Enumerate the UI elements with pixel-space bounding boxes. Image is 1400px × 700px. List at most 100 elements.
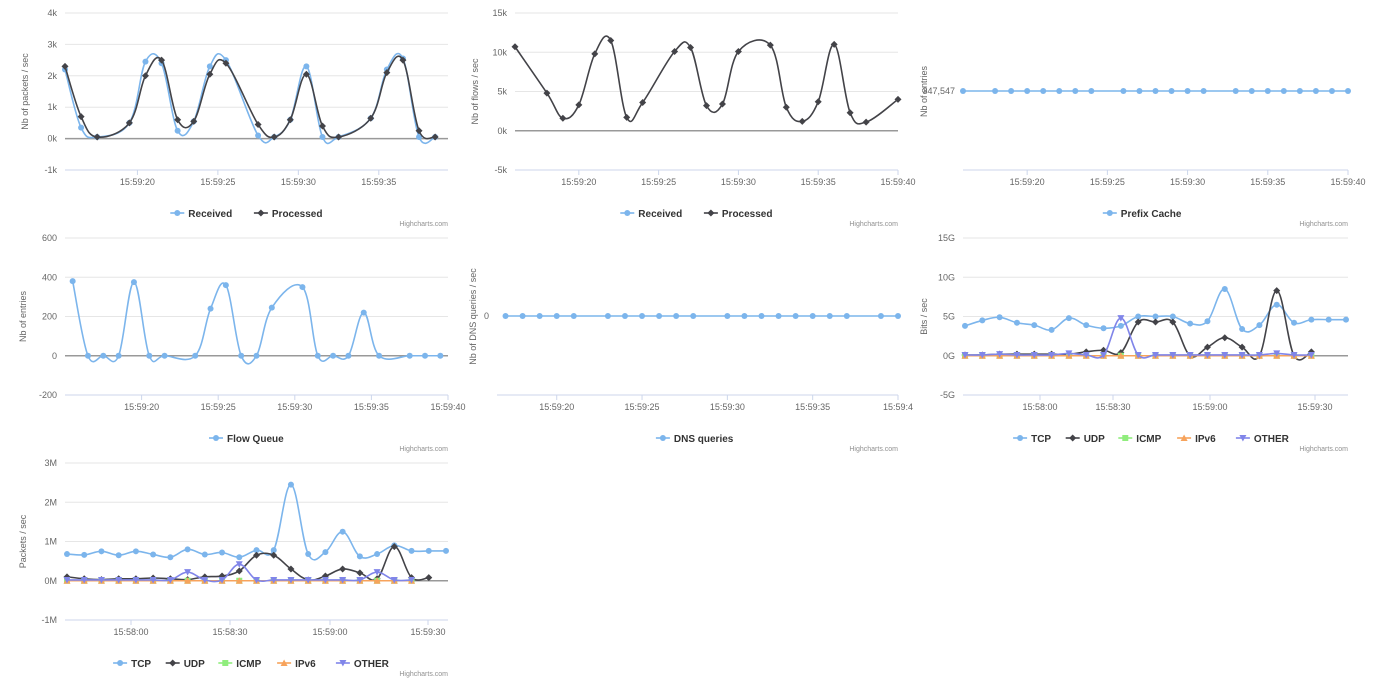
data-point xyxy=(1056,88,1063,94)
x-tick-label: 15:59:40 xyxy=(430,402,465,412)
legend-item-icmp[interactable]: ICMP xyxy=(1118,434,1162,445)
data-point xyxy=(184,577,192,584)
series-line xyxy=(514,35,899,125)
legend-item-ipv6[interactable]: IPv6 xyxy=(1177,434,1216,445)
data-point xyxy=(339,528,346,535)
credits-link[interactable]: Highcharts.com xyxy=(849,446,898,453)
series-other xyxy=(961,315,1315,359)
data-point xyxy=(639,98,647,106)
legend-label: Prefix Cache xyxy=(1121,209,1182,220)
data-point xyxy=(373,577,381,584)
credits-link[interactable]: Highcharts.com xyxy=(1299,446,1348,453)
data-point xyxy=(1184,88,1191,94)
data-point xyxy=(1238,343,1246,351)
data-point xyxy=(345,352,352,359)
data-point xyxy=(192,352,199,359)
legend-item-processed[interactable]: Processed xyxy=(253,209,323,220)
data-point xyxy=(1203,351,1211,359)
x-tick-label: 15:58:30 xyxy=(212,627,247,637)
data-point xyxy=(814,98,822,106)
data-point xyxy=(1048,326,1055,333)
legend-label: ICMP xyxy=(1136,434,1161,445)
data-point xyxy=(1136,88,1143,94)
data-point xyxy=(687,44,695,52)
data-point xyxy=(335,133,343,141)
legend-marker xyxy=(624,210,631,216)
data-point xyxy=(758,313,765,319)
legend-item-icmp[interactable]: ICMP xyxy=(218,659,262,670)
legend-item-tcp[interactable]: TCP xyxy=(113,659,151,670)
data-point xyxy=(299,284,306,291)
legend-marker xyxy=(280,659,288,666)
data-point xyxy=(1255,351,1263,359)
data-point xyxy=(356,569,364,577)
credits-link[interactable]: Highcharts.com xyxy=(399,221,448,228)
data-point xyxy=(141,72,149,80)
data-point xyxy=(1280,88,1287,94)
legend-item-received[interactable]: Received xyxy=(620,209,682,220)
credits-link[interactable]: Highcharts.com xyxy=(849,221,898,228)
data-point xyxy=(115,352,122,359)
data-point xyxy=(766,41,774,49)
data-point xyxy=(149,576,157,584)
data-point xyxy=(978,351,986,359)
y-tick-label: 3M xyxy=(44,458,57,468)
credits-link[interactable]: Highcharts.com xyxy=(399,671,448,678)
legend-item-tcp[interactable]: TCP xyxy=(1013,434,1051,445)
data-point xyxy=(100,352,107,359)
series-dns-queries xyxy=(502,313,901,319)
data-point xyxy=(690,313,697,319)
x-tick-label: 15:59:20 xyxy=(1010,177,1045,187)
series-flow-queue xyxy=(69,278,444,365)
legend-label: OTHER xyxy=(354,659,390,670)
y-tick-label: 1M xyxy=(44,537,57,547)
legend-item-processed[interactable]: Processed xyxy=(703,209,773,220)
data-point xyxy=(830,40,838,48)
data-point xyxy=(1345,88,1351,94)
legend-item-flow-queue[interactable]: Flow Queue xyxy=(209,434,284,445)
y-tick-label: 2k xyxy=(47,71,57,81)
legend-item-udp[interactable]: UDP xyxy=(1065,434,1105,445)
data-point xyxy=(809,313,816,319)
data-point xyxy=(1072,88,1079,94)
data-point xyxy=(1169,318,1177,326)
data-point xyxy=(511,43,519,51)
x-tick-label: 15:59:30 xyxy=(281,177,316,187)
legend-item-other[interactable]: OTHER xyxy=(335,659,390,670)
y-tick-label: 0G xyxy=(943,351,955,361)
y-tick-label: 0k xyxy=(497,126,507,136)
legend-item-other[interactable]: OTHER xyxy=(1235,434,1290,445)
legend-item-ipv6[interactable]: IPv6 xyxy=(277,659,316,670)
credits-link[interactable]: Highcharts.com xyxy=(1299,221,1348,228)
legend-item-received[interactable]: Received xyxy=(170,209,232,220)
data-point xyxy=(877,313,884,319)
data-point xyxy=(1186,351,1194,359)
data-point xyxy=(321,576,329,584)
legend-label: TCP xyxy=(131,659,151,670)
data-point xyxy=(319,134,326,141)
data-point xyxy=(604,313,611,319)
x-tick-label: 15:59:20 xyxy=(539,402,574,412)
data-point xyxy=(741,313,748,319)
credits-link[interactable]: Highcharts.com xyxy=(399,446,448,453)
y-tick-label: 3k xyxy=(47,39,57,49)
legend-marker xyxy=(659,435,666,441)
data-point xyxy=(130,279,137,286)
legend-marker xyxy=(257,209,265,217)
legend-label: IPv6 xyxy=(1195,434,1216,445)
data-point xyxy=(621,313,628,319)
y-tick-label: 15k xyxy=(492,8,507,18)
y-tick-label: -5k xyxy=(494,165,507,175)
x-tick-label: 15:59:25 xyxy=(641,177,676,187)
data-point xyxy=(1030,351,1038,359)
data-point xyxy=(1291,319,1298,326)
data-point xyxy=(270,576,278,584)
legend-item-prefix-cache[interactable]: Prefix Cache xyxy=(1102,209,1182,220)
data-point xyxy=(201,576,209,584)
legend-item-udp[interactable]: UDP xyxy=(165,659,205,670)
legend-item-dns-queries[interactable]: DNS queries xyxy=(655,434,734,445)
data-point xyxy=(1117,352,1125,359)
data-point xyxy=(1152,88,1159,94)
y-tick-label: 15G xyxy=(938,233,955,243)
data-point xyxy=(184,546,191,553)
